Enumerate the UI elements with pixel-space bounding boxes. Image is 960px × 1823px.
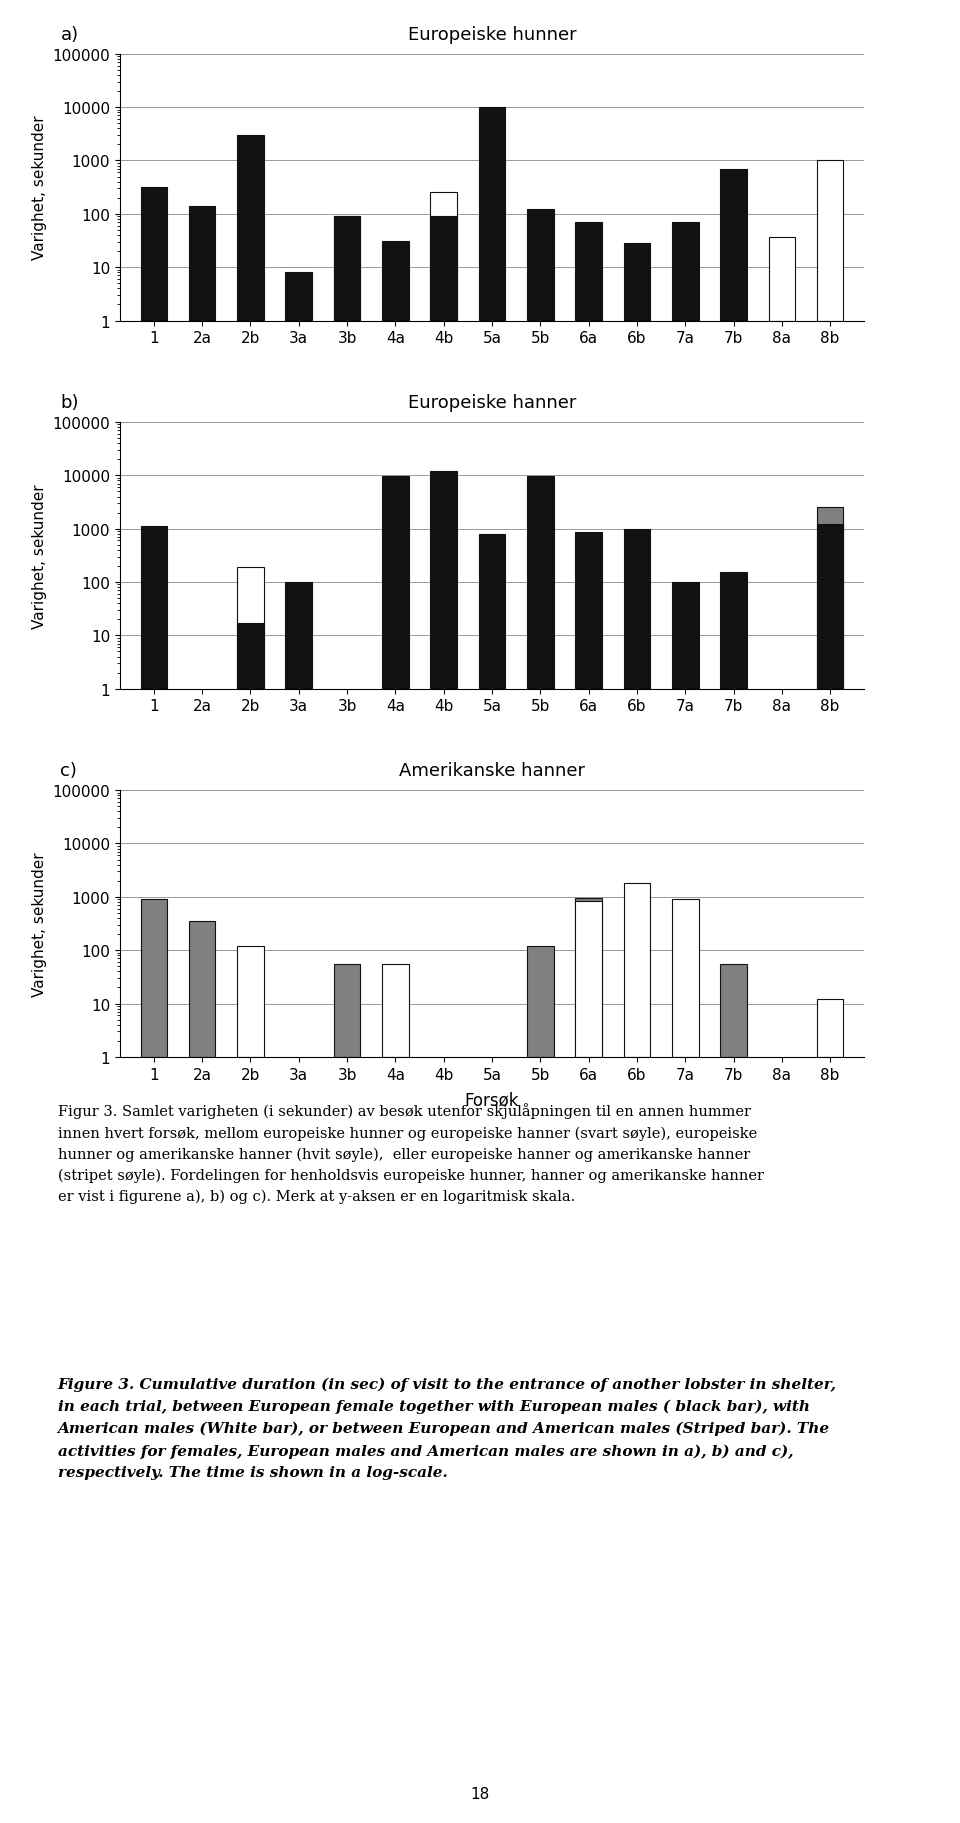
Bar xyxy=(720,170,747,321)
Bar xyxy=(334,217,360,321)
Bar xyxy=(769,239,795,321)
Bar xyxy=(189,206,215,321)
Bar xyxy=(527,478,554,689)
Y-axis label: Varighet, sekunder: Varighet, sekunder xyxy=(32,115,47,261)
Bar xyxy=(527,946,554,1057)
Bar xyxy=(720,964,747,1057)
Bar xyxy=(479,534,505,689)
Bar xyxy=(285,583,312,689)
Bar xyxy=(334,964,360,1057)
Text: Figur 3. Samlet varigheten (i sekunder) av besøk utenfor skjulåpningen til en an: Figur 3. Samlet varigheten (i sekunder) … xyxy=(58,1103,763,1203)
Bar xyxy=(285,273,312,321)
Bar xyxy=(624,244,650,321)
Bar xyxy=(382,478,409,689)
Bar xyxy=(237,623,264,689)
Bar xyxy=(817,999,844,1057)
Bar xyxy=(624,884,650,1057)
Bar xyxy=(575,901,602,1057)
Bar xyxy=(140,188,167,321)
Text: c): c) xyxy=(60,762,78,780)
Bar xyxy=(237,567,264,689)
Text: Europeiske hanner: Europeiske hanner xyxy=(408,394,576,412)
Bar xyxy=(527,210,554,321)
Bar xyxy=(575,532,602,689)
Bar xyxy=(672,222,699,321)
Bar xyxy=(817,525,844,689)
Bar xyxy=(430,193,457,321)
Bar xyxy=(430,217,457,321)
Text: Figure 3. Cumulative duration (in sec) of visit to the entrance of another lobst: Figure 3. Cumulative duration (in sec) o… xyxy=(58,1376,836,1480)
Bar xyxy=(575,222,602,321)
Bar xyxy=(817,160,844,321)
Text: b): b) xyxy=(60,394,79,412)
Bar xyxy=(624,529,650,689)
Bar xyxy=(140,901,167,1057)
Bar xyxy=(237,946,264,1057)
Text: a): a) xyxy=(60,26,79,44)
Text: 18: 18 xyxy=(470,1787,490,1801)
Bar xyxy=(720,572,747,689)
Bar xyxy=(334,217,360,321)
Bar xyxy=(382,964,409,1057)
Text: Amerikanske hanner: Amerikanske hanner xyxy=(399,762,585,780)
Bar xyxy=(672,901,699,1057)
Y-axis label: Varighet, sekunder: Varighet, sekunder xyxy=(32,483,47,629)
Bar xyxy=(575,899,602,1057)
Bar xyxy=(382,242,409,321)
Bar xyxy=(817,509,844,689)
X-axis label: Forsøk: Forsøk xyxy=(465,1090,519,1108)
Bar xyxy=(140,527,167,689)
Text: Europeiske hunner: Europeiske hunner xyxy=(408,26,576,44)
Bar xyxy=(672,583,699,689)
Bar xyxy=(237,137,264,321)
Bar xyxy=(430,472,457,689)
Bar xyxy=(189,922,215,1057)
Bar xyxy=(479,108,505,321)
Y-axis label: Varighet, sekunder: Varighet, sekunder xyxy=(32,851,47,997)
